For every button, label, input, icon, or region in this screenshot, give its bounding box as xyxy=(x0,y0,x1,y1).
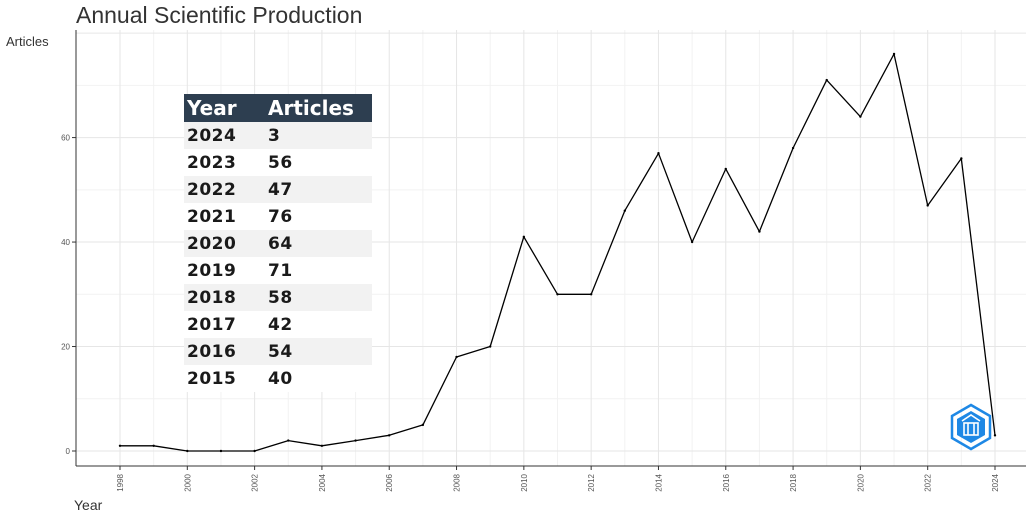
cell-articles: 40 xyxy=(265,365,372,392)
table-row: 2016 54 xyxy=(184,338,372,365)
cell-year: 2021 xyxy=(184,203,265,230)
data-point xyxy=(657,152,660,155)
x-tick-label: 2012 xyxy=(587,473,596,491)
x-tick-label: 2022 xyxy=(924,473,933,491)
x-tick-label: 2020 xyxy=(856,473,865,491)
y-axis-label: Articles xyxy=(6,34,49,49)
data-point xyxy=(690,240,694,244)
cell-articles: 54 xyxy=(265,338,372,365)
y-tick-label: 20 xyxy=(61,343,70,352)
cell-year: 2018 xyxy=(184,284,265,311)
data-point xyxy=(455,355,458,359)
data-point xyxy=(287,439,290,442)
bibliometrix-logo-icon xyxy=(950,403,992,451)
minor-gridlines xyxy=(76,30,1026,466)
x-tick-label: 2024 xyxy=(991,473,1000,491)
cell-year: 2020 xyxy=(184,230,265,257)
table-header-row: Year Articles xyxy=(184,94,372,122)
cell-articles: 3 xyxy=(265,122,372,149)
y-tick-label: 60 xyxy=(61,134,70,143)
cell-year: 2017 xyxy=(184,311,265,338)
column-header-year: Year xyxy=(184,94,265,122)
table-row: 2020 64 xyxy=(184,230,372,257)
data-point xyxy=(791,146,795,150)
table-row: 2023 56 xyxy=(184,149,372,176)
cell-articles: 42 xyxy=(265,311,372,338)
table-row: 2019 71 xyxy=(184,257,372,284)
cell-articles: 64 xyxy=(265,230,372,257)
data-point xyxy=(993,434,997,437)
data-point xyxy=(960,157,963,160)
cell-year: 2024 xyxy=(184,122,265,149)
data-point xyxy=(724,167,727,171)
x-tick-label: 2004 xyxy=(318,473,327,491)
table-row: 2018 58 xyxy=(184,284,372,311)
cell-articles: 58 xyxy=(265,284,372,311)
data-point xyxy=(825,78,828,82)
x-tick-label: 2016 xyxy=(722,473,731,491)
data-point xyxy=(589,293,593,296)
x-tick-label: 2014 xyxy=(654,473,663,491)
table-row: 2021 76 xyxy=(184,203,372,230)
cell-year: 2016 xyxy=(184,338,265,365)
data-point xyxy=(926,204,929,207)
data-point xyxy=(421,423,425,427)
cell-year: 2023 xyxy=(184,149,265,176)
axes xyxy=(72,30,1026,470)
data-point xyxy=(320,444,324,447)
data-point xyxy=(388,434,391,437)
cell-articles: 47 xyxy=(265,176,372,203)
table-row: 2022 47 xyxy=(184,176,372,203)
x-tick-label: 2000 xyxy=(183,473,192,491)
cell-year: 2015 xyxy=(184,365,265,392)
data-point xyxy=(623,209,627,212)
data-point xyxy=(118,444,122,447)
data-point xyxy=(186,449,189,453)
data-point xyxy=(758,230,761,233)
x-axis-label: Year xyxy=(74,497,103,513)
cell-articles: 56 xyxy=(265,149,372,176)
x-tick-label: 2002 xyxy=(251,473,260,491)
data-point xyxy=(152,444,155,447)
series-articles xyxy=(118,52,997,453)
cell-year: 2022 xyxy=(184,176,265,203)
x-tick-label: 1998 xyxy=(116,473,125,491)
cell-year: 2019 xyxy=(184,257,265,284)
data-point xyxy=(859,115,862,118)
table-row: 2024 3 xyxy=(184,122,372,149)
data-point xyxy=(354,439,357,442)
data-point xyxy=(892,52,896,56)
column-header-articles: Articles xyxy=(265,94,372,122)
chart-title: Annual Scientific Production xyxy=(76,2,363,28)
table-row: 2015 40 xyxy=(184,365,372,392)
x-tick-label: 2008 xyxy=(453,473,462,491)
articles-table: Year Articles 2024 3 2023 56 2022 47 202… xyxy=(184,94,372,392)
y-tick-label: 0 xyxy=(66,447,71,456)
data-point xyxy=(522,235,526,239)
cell-articles: 76 xyxy=(265,203,372,230)
x-tick-label: 2006 xyxy=(385,473,394,491)
x-tick-label: 2018 xyxy=(789,473,798,491)
table-row: 2017 42 xyxy=(184,311,372,338)
tick-labels: 0 20 40 60 1998 2000 2002 2004 2006 2008 2010 2012 2… xyxy=(61,134,1000,492)
data-point xyxy=(488,345,492,348)
data-point xyxy=(253,449,256,453)
data-point xyxy=(556,293,559,296)
x-tick-label: 2010 xyxy=(520,473,529,491)
y-tick-label: 40 xyxy=(61,238,70,247)
data-point xyxy=(219,449,223,453)
cell-articles: 71 xyxy=(265,257,372,284)
